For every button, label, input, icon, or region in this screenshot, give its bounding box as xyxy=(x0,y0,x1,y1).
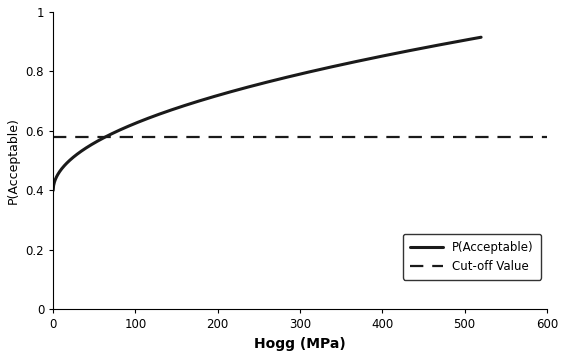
P(Acceptable) xyxy=(93,139,100,144)
X-axis label: Hogg (MPa): Hogg (MPa) xyxy=(254,337,346,351)
P(Acceptable) xyxy=(238,87,245,91)
Line: P(Acceptable): P(Acceptable) xyxy=(53,37,481,190)
Legend: P(Acceptable), Cut-off Value: P(Acceptable), Cut-off Value xyxy=(403,234,541,280)
P(Acceptable) xyxy=(223,91,229,95)
P(Acceptable) xyxy=(391,52,398,56)
P(Acceptable) xyxy=(384,53,390,57)
Y-axis label: P(Acceptable): P(Acceptable) xyxy=(7,117,20,204)
P(Acceptable) xyxy=(344,61,350,66)
P(Acceptable) xyxy=(50,188,57,193)
P(Acceptable) xyxy=(477,35,484,39)
Cut-off Value xyxy=(50,135,57,139)
Cut-off Value xyxy=(51,135,58,139)
